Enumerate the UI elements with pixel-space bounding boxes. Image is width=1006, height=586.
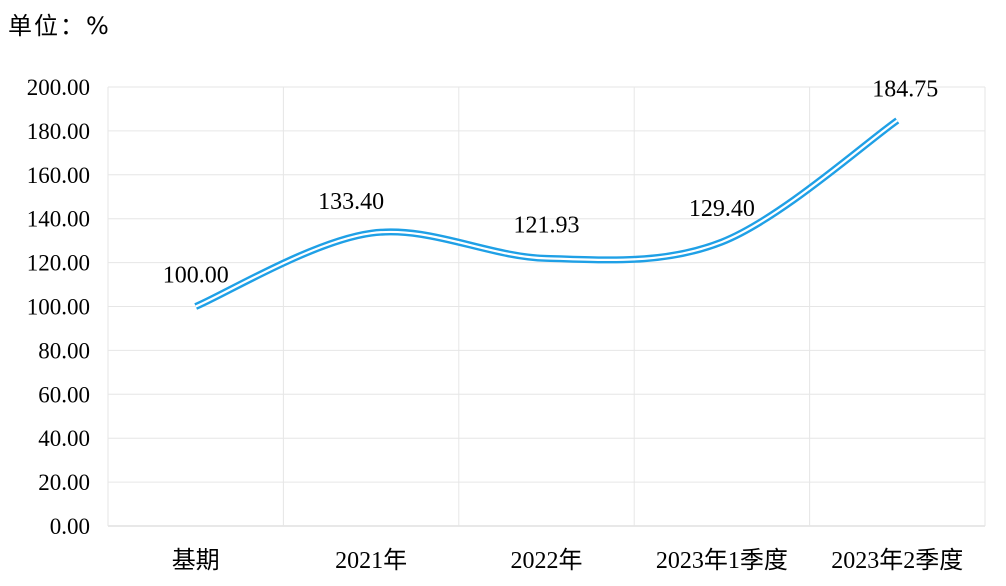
y-tick-label: 20.00 bbox=[38, 470, 90, 495]
series-line bbox=[194, 117, 900, 310]
unit-label: 单位：% bbox=[8, 12, 111, 40]
y-axis-ticks: 0.00 20.00 40.00 60.00 80.00 100.00 120.00 140.… bbox=[27, 75, 90, 539]
x-category-label: 2023年1季度 bbox=[656, 547, 788, 574]
data-label: 129.40 bbox=[689, 196, 755, 222]
y-tick-label: 120.00 bbox=[27, 251, 90, 276]
x-category-label: 2022年 bbox=[511, 547, 583, 574]
x-category-label: 2023年2季度 bbox=[831, 547, 963, 574]
y-tick-label: 40.00 bbox=[38, 426, 90, 451]
y-tick-label: 180.00 bbox=[27, 119, 90, 144]
gridlines bbox=[107, 86, 986, 527]
data-label: 100.00 bbox=[163, 263, 229, 289]
x-axis-categories: 基期 2021年 2022年 2023年1季度 2023年2季度 bbox=[172, 547, 964, 574]
x-category-label: 基期 bbox=[172, 547, 220, 574]
x-category-label: 2021年 bbox=[335, 547, 407, 574]
y-tick-label: 60.00 bbox=[38, 382, 90, 407]
series-line-inner bbox=[195, 119, 898, 308]
data-label: 133.40 bbox=[318, 189, 384, 215]
y-tick-label: 140.00 bbox=[27, 207, 90, 232]
y-tick-label: 100.00 bbox=[27, 295, 90, 320]
y-tick-label: 160.00 bbox=[27, 163, 90, 188]
data-label: 121.93 bbox=[514, 212, 580, 238]
y-tick-label: 80.00 bbox=[38, 338, 90, 363]
data-labels: 100.00 133.40 121.93 129.40 184.75 bbox=[163, 76, 939, 288]
data-label: 184.75 bbox=[872, 76, 938, 102]
y-tick-label: 200.00 bbox=[27, 75, 90, 100]
y-tick-label: 0.00 bbox=[50, 514, 90, 539]
